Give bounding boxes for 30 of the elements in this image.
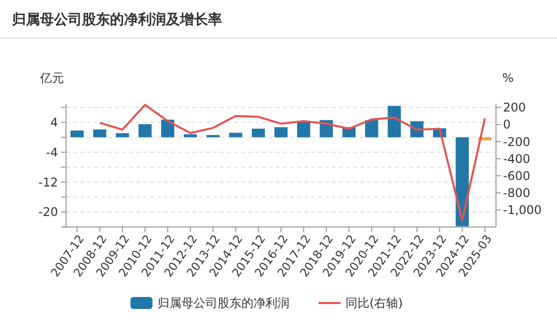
bar xyxy=(252,128,265,138)
y2-axis-title: % xyxy=(502,71,514,85)
y2-tick-label: -400 xyxy=(503,152,530,166)
y-tick-label: -20 xyxy=(38,205,58,220)
bar xyxy=(161,120,174,138)
y-axis-title: 亿元 xyxy=(39,71,64,85)
bar xyxy=(184,134,197,138)
y-tick-label: 4 xyxy=(50,116,58,130)
bar xyxy=(365,120,378,138)
y2-tick-label: -600 xyxy=(503,168,530,183)
bar xyxy=(297,121,310,138)
y-tick-label: -12 xyxy=(38,175,58,190)
y2-tick-label: -1,000 xyxy=(503,203,542,218)
legend-label: 同比(右轴) xyxy=(346,296,403,310)
bar xyxy=(229,132,242,138)
bar xyxy=(93,129,106,138)
y2-tick-label: -200 xyxy=(503,134,530,149)
line-series xyxy=(98,104,486,222)
bar xyxy=(70,130,84,138)
legend-label: 归属母公司股东的净利润 xyxy=(158,296,290,310)
bar xyxy=(274,127,288,138)
bar xyxy=(138,124,152,138)
y2-tick-label: -800 xyxy=(503,186,530,200)
y2-tick-label: 200 xyxy=(503,100,526,115)
bar xyxy=(116,133,129,138)
bar xyxy=(388,106,401,138)
y2-tick-label: 0 xyxy=(503,118,511,132)
bar xyxy=(456,137,469,226)
y-tick-label: -4 xyxy=(46,145,58,160)
chart-title: 归属母公司股东的净利润及增长率 xyxy=(11,11,222,28)
